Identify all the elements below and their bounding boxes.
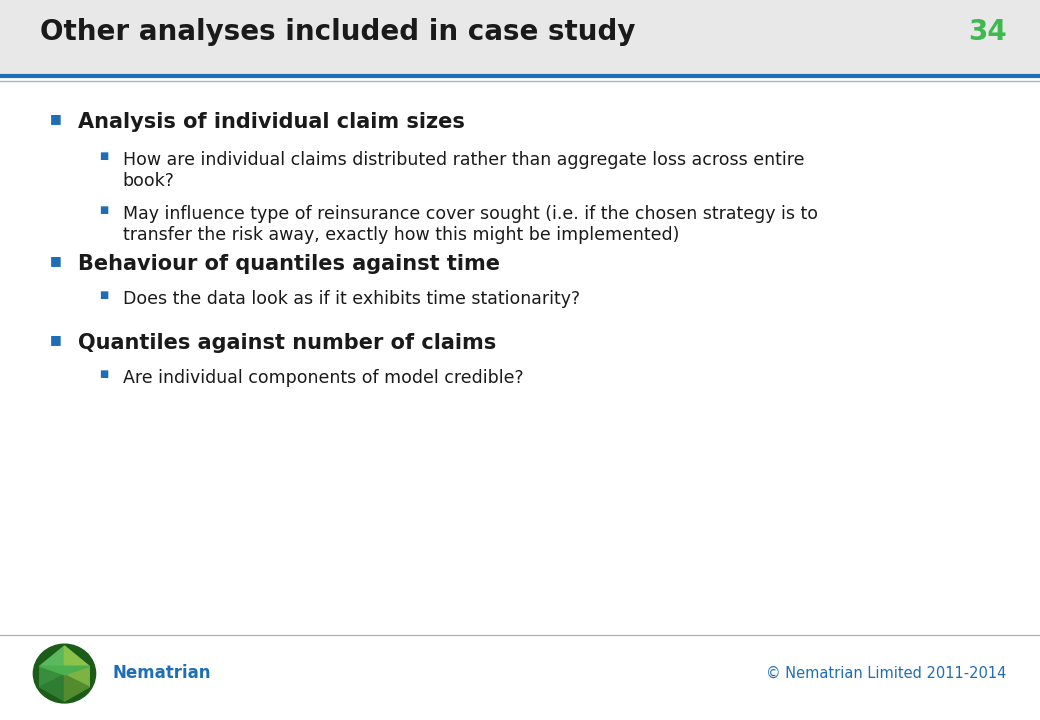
Polygon shape xyxy=(40,666,89,675)
Text: How are individual claims distributed rather than aggregate loss across entire
b: How are individual claims distributed ra… xyxy=(123,151,804,190)
Text: ■: ■ xyxy=(50,112,61,125)
Polygon shape xyxy=(64,646,89,675)
Polygon shape xyxy=(40,646,64,675)
Text: © Nematrian Limited 2011-2014: © Nematrian Limited 2011-2014 xyxy=(766,666,1007,680)
Text: Quantiles against number of claims: Quantiles against number of claims xyxy=(78,333,496,354)
Text: ■: ■ xyxy=(99,151,108,161)
Polygon shape xyxy=(64,666,89,687)
Polygon shape xyxy=(40,666,64,687)
Text: 34: 34 xyxy=(968,19,1007,46)
Text: Analysis of individual claim sizes: Analysis of individual claim sizes xyxy=(78,112,465,132)
Text: ■: ■ xyxy=(99,369,108,379)
Text: Are individual components of model credible?: Are individual components of model credi… xyxy=(123,369,523,387)
Text: Nematrian: Nematrian xyxy=(112,664,211,683)
Ellipse shape xyxy=(33,644,96,703)
Text: ■: ■ xyxy=(99,205,108,215)
Polygon shape xyxy=(40,675,64,701)
Text: Other analyses included in case study: Other analyses included in case study xyxy=(40,19,635,46)
Text: ■: ■ xyxy=(99,290,108,300)
Text: ■: ■ xyxy=(50,254,61,267)
Text: ■: ■ xyxy=(50,333,61,346)
Text: Behaviour of quantiles against time: Behaviour of quantiles against time xyxy=(78,254,500,274)
Polygon shape xyxy=(64,675,89,701)
Text: May influence type of reinsurance cover sought (i.e. if the chosen strategy is t: May influence type of reinsurance cover … xyxy=(123,205,817,244)
Text: Does the data look as if it exhibits time stationarity?: Does the data look as if it exhibits tim… xyxy=(123,290,580,308)
